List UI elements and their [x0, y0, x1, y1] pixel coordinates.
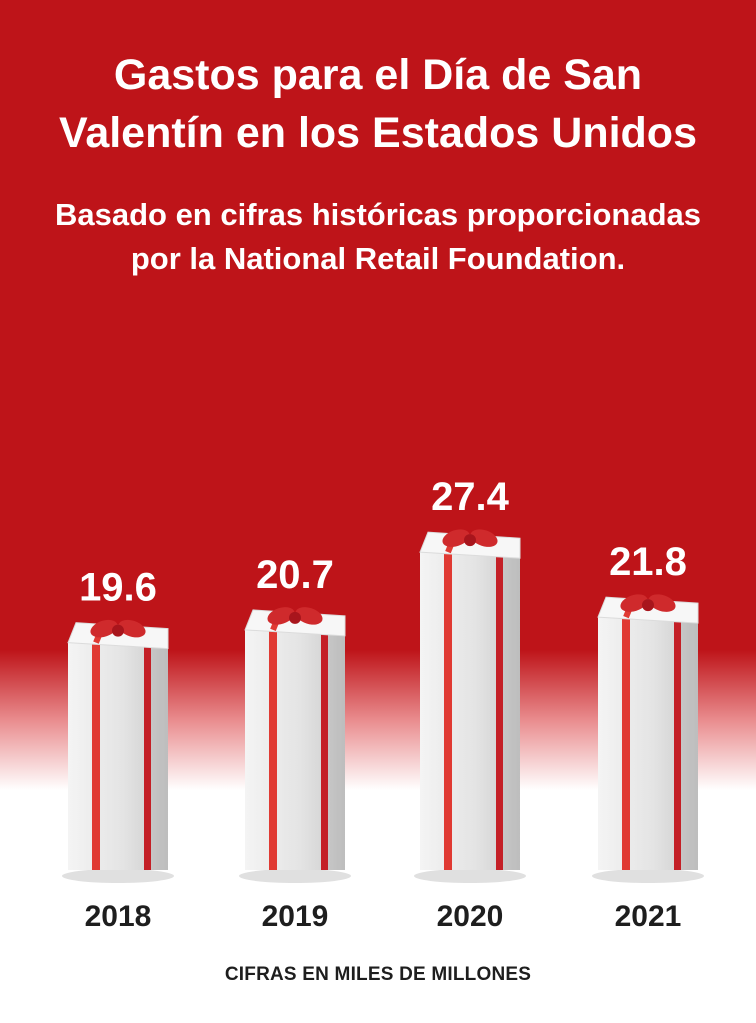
x-tick-label: 2020	[437, 900, 504, 933]
bar-shadow	[239, 869, 351, 883]
bar-box	[68, 642, 168, 870]
bar-2019: 20.7 2019	[239, 553, 351, 933]
bow-loop-right	[470, 529, 498, 547]
bow-knot	[112, 624, 124, 637]
chart-title-line-1: Gastos para el Día de San	[113, 51, 643, 99]
bar-2018: 19.6 2018	[62, 566, 174, 933]
chart-subtitle-line-2: por la National Retail Foundation.	[130, 241, 626, 276]
bow-loop-right	[648, 594, 676, 612]
bar-ribbon-left	[444, 552, 452, 870]
bar-box-side	[146, 642, 168, 870]
bow-knot	[642, 599, 654, 612]
bow-knot	[464, 534, 476, 547]
bar-box-side	[676, 617, 698, 870]
bar-2020: 27.4 2020	[414, 475, 526, 933]
bow-knot	[289, 611, 301, 624]
bar-ribbon-right	[144, 642, 151, 870]
x-tick-label: 2019	[262, 900, 329, 933]
x-tick-label: 2018	[85, 900, 152, 933]
bar-ribbon-left	[622, 617, 630, 870]
bar-ribbon-right	[674, 617, 681, 870]
bar-box-side	[323, 629, 345, 870]
bow-loop-left	[267, 607, 295, 625]
bar-2021: 21.8 2021	[592, 540, 704, 933]
chart-title: Gastos para el Día de San Valentín en lo…	[0, 46, 756, 162]
x-tick-label: 2021	[615, 900, 682, 933]
bow-loop-left	[442, 529, 470, 547]
bar-ribbon-left	[92, 642, 100, 870]
bow-loop-left	[620, 594, 648, 612]
bar-shadow	[414, 869, 526, 883]
bar-box	[245, 629, 345, 870]
data-label: 21.8	[609, 540, 687, 584]
data-label: 27.4	[431, 475, 510, 519]
bow-loop-right	[118, 619, 146, 638]
bar-box-side	[498, 552, 520, 870]
bar-shadow	[62, 869, 174, 883]
chart-title-line-2: Valentín en los Estados Unidos	[59, 109, 697, 157]
data-label: 20.7	[256, 553, 334, 597]
data-label: 19.6	[79, 566, 157, 610]
bar-ribbon-right	[321, 629, 328, 870]
bar-box	[598, 617, 698, 870]
bar-ribbon-right	[496, 552, 503, 870]
bow-loop-right	[295, 607, 323, 625]
chart-subtitle: Basado en cifras históricas proporcionad…	[0, 193, 756, 281]
bow-loop-left	[90, 619, 118, 638]
bar-shadow	[592, 869, 704, 883]
chart-subtitle-line-1: Basado en cifras históricas proporcionad…	[54, 197, 702, 232]
bar-box	[420, 552, 520, 870]
bar-ribbon-left	[269, 629, 277, 870]
units-note: CIFRAS EN MILES DE MILLONES	[224, 964, 532, 985]
